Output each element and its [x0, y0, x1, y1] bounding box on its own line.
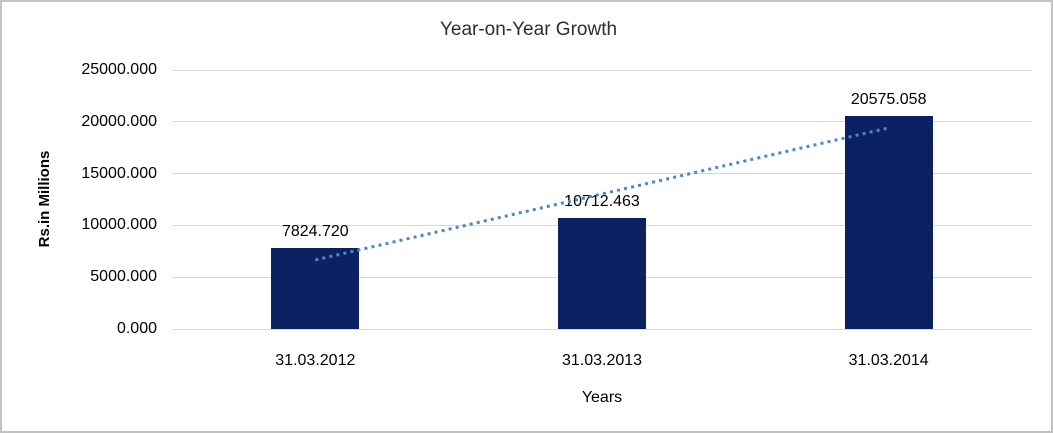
bar: [844, 115, 933, 329]
bar-value-label: 10712.463: [564, 193, 640, 211]
bar: [271, 247, 360, 329]
chart-title: Year-on-Year Growth: [439, 19, 618, 40]
y-tick-label: 5000.000: [90, 268, 157, 286]
y-gridline: [172, 328, 1032, 330]
x-tick-label: 31.03.2012: [275, 352, 356, 369]
y-tick-label: 20000.000: [81, 112, 157, 130]
y-gridline: [172, 69, 1032, 71]
x-axis-title: Years: [581, 389, 623, 406]
y-tick-label: 0.000: [116, 320, 157, 337]
x-tick-label: 31.03.2013: [561, 352, 643, 369]
y-tick-label: 10000.000: [81, 216, 157, 234]
x-tick-label: 31.03.2014: [848, 352, 929, 369]
bar-value-label: 7824.720: [281, 222, 349, 240]
bar-value-label: 20575.058: [850, 90, 927, 108]
bar: [558, 218, 646, 329]
y-tick-label: 15000.000: [81, 164, 157, 182]
y-tick-label: 25000.000: [81, 61, 157, 78]
y-gridline: [172, 121, 1032, 123]
